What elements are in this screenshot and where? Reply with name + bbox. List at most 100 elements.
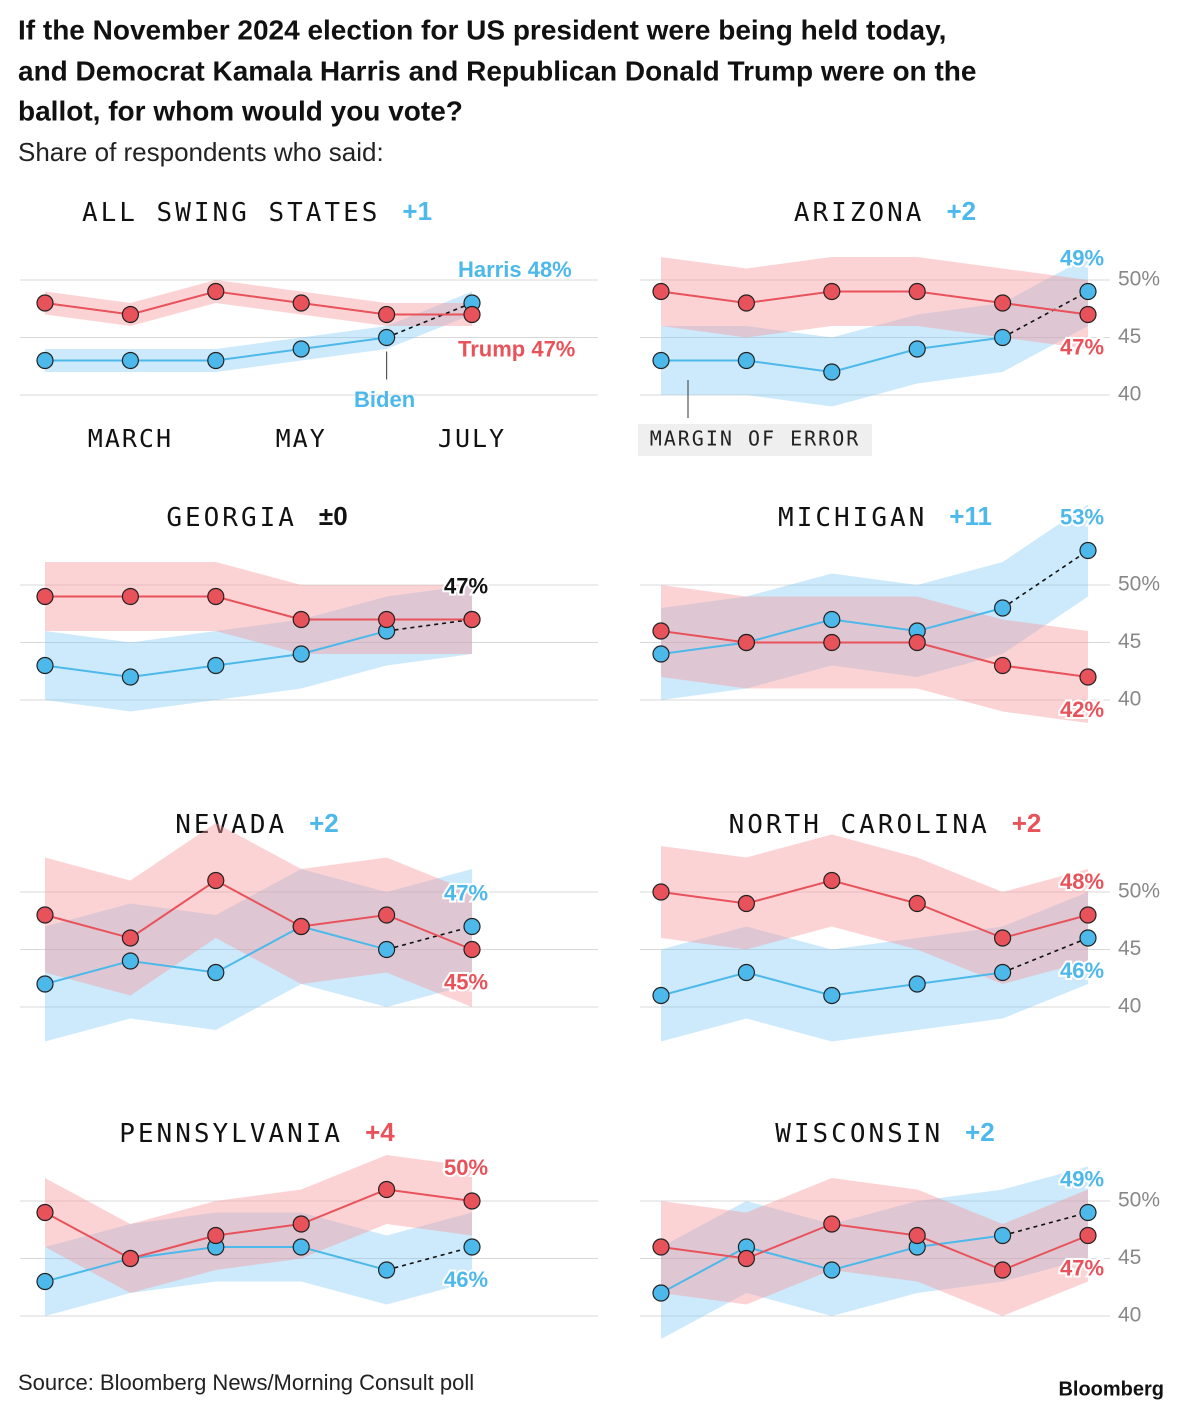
- data-point: [36, 1203, 54, 1222]
- data-point: [993, 1261, 1012, 1279]
- data-point: [207, 282, 225, 301]
- data-point: [737, 894, 756, 913]
- data-point: [652, 622, 670, 640]
- data-point: [908, 894, 926, 913]
- series-line: [45, 595, 472, 621]
- data-point: [1079, 1203, 1097, 1222]
- panel-title: WISCONSIN +2: [775, 1117, 995, 1149]
- series-line: [44, 290, 472, 316]
- value-label: 46%: [1060, 958, 1104, 983]
- data-point: [36, 351, 54, 370]
- value-label: Harris 48%: [458, 257, 572, 282]
- value-label: 47%: [1060, 334, 1104, 359]
- data-point: [378, 940, 396, 959]
- panel-lead: +2: [309, 808, 339, 838]
- data-point: [292, 340, 310, 358]
- data-point: [463, 610, 481, 629]
- panel-title: GEORGIA ±0: [166, 501, 347, 533]
- margin-band: [661, 257, 1088, 407]
- data-point: [292, 1215, 310, 1233]
- data-point: [993, 599, 1012, 617]
- data-point: [737, 1249, 756, 1268]
- x-tick-label: MARCH: [88, 424, 173, 453]
- data-point: [823, 1215, 841, 1233]
- margin-band: [45, 1155, 472, 1293]
- data-point: [737, 633, 756, 652]
- data-point: [463, 1192, 481, 1210]
- panel-lead: +2: [965, 1117, 995, 1147]
- value-label: 42%: [1060, 697, 1104, 722]
- y-tick-label: 45: [1118, 1246, 1141, 1269]
- data-point: [292, 1238, 310, 1256]
- panel-title-text: NORTH CAROLINA: [729, 810, 990, 840]
- data-point: [993, 656, 1012, 675]
- data-point: [292, 610, 310, 629]
- data-point: [121, 1249, 139, 1268]
- panel-title-text: ALL SWING STATES: [82, 198, 380, 228]
- data-point: [737, 963, 756, 982]
- data-point: [823, 282, 841, 301]
- panel-lead: +2: [946, 196, 976, 226]
- data-point: [652, 1238, 670, 1256]
- data-point: [652, 1284, 670, 1302]
- brand: Bloomberg: [1058, 1378, 1164, 1400]
- annotation: Biden: [354, 387, 415, 412]
- y-tick-label: 45: [1118, 325, 1141, 348]
- y-tick-label: 40: [1118, 688, 1141, 711]
- panel-title: MICHIGAN +11: [778, 501, 992, 533]
- margin-band: [661, 585, 1088, 723]
- data-point: [378, 1180, 396, 1199]
- panel-lead: ±0: [319, 501, 348, 531]
- data-point: [207, 871, 225, 890]
- series-line: [660, 1222, 1089, 1272]
- value-label: 47%: [444, 573, 488, 598]
- data-point: [378, 328, 396, 347]
- value-label: Trump 47%: [458, 336, 575, 361]
- annotation: MARGIN OF ERROR: [650, 427, 861, 451]
- data-point: [823, 363, 841, 381]
- series-line: [660, 879, 1089, 940]
- panel-title-text: GEORGIA: [166, 503, 297, 533]
- data-point: [652, 645, 670, 663]
- dashed-link: [386, 1246, 473, 1271]
- title-line: and Democrat Kamala Harris and Republica…: [18, 55, 976, 86]
- series-line: [44, 879, 473, 951]
- data-point: [908, 282, 926, 301]
- dashed-link: [1002, 549, 1089, 609]
- panel-lead: +2: [1012, 808, 1042, 838]
- data-point: [823, 633, 841, 652]
- value-label: 53%: [1060, 504, 1104, 529]
- data-point: [993, 328, 1012, 347]
- data-point: [463, 1238, 481, 1256]
- value-label: 49%: [1060, 1166, 1104, 1191]
- dashed-link: [1002, 290, 1089, 339]
- data-point: [1079, 929, 1097, 947]
- data-point: [36, 975, 54, 993]
- data-point: [378, 1261, 396, 1279]
- data-point: [823, 871, 841, 890]
- panel-title-text: NEVADA: [175, 810, 287, 840]
- data-point: [993, 963, 1012, 982]
- data-point: [36, 906, 54, 924]
- data-point: [463, 917, 481, 936]
- y-tick-label: 50%: [1118, 268, 1160, 291]
- margin-band: [45, 823, 472, 1007]
- x-tick-label: MAY: [276, 424, 327, 453]
- series-line: [660, 630, 1089, 678]
- data-point: [292, 917, 310, 936]
- panel-title-text: ARIZONA: [794, 198, 925, 228]
- value-label: 47%: [1060, 1255, 1104, 1280]
- data-point: [1079, 1226, 1097, 1245]
- data-point: [1079, 305, 1097, 324]
- title-line: ballot, for whom would you vote?: [18, 95, 463, 126]
- panel-lead: +4: [365, 1117, 395, 1147]
- data-point: [652, 282, 670, 301]
- data-point: [1079, 282, 1097, 301]
- series-line: [660, 290, 1089, 316]
- data-point: [1079, 668, 1097, 686]
- data-point: [378, 906, 396, 924]
- data-point: [993, 1226, 1012, 1245]
- title-line: If the November 2024 election for US pre…: [18, 14, 946, 45]
- data-point: [36, 587, 54, 606]
